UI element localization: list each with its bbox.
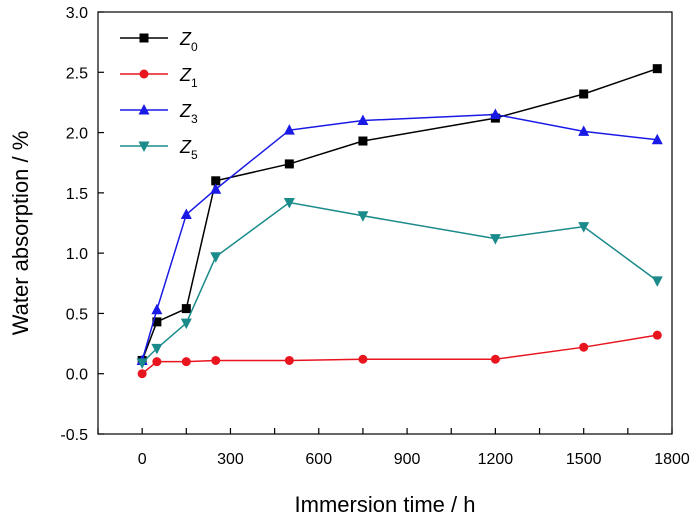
x-tick-label: 1800 — [654, 451, 690, 468]
data-point — [284, 159, 294, 169]
y-tick-label: 3.0 — [66, 5, 88, 22]
series-z5 — [136, 198, 663, 369]
legend-item-z5: Z5 — [120, 137, 198, 162]
data-point — [358, 354, 368, 364]
data-point — [579, 89, 589, 99]
data-point — [652, 64, 662, 74]
legend-marker — [139, 69, 149, 79]
data-point — [136, 358, 148, 369]
y-tick-label: -0.5 — [60, 427, 88, 444]
series-z3 — [136, 108, 663, 365]
y-tick-label: 1.0 — [66, 246, 88, 263]
x-tick-label: 0 — [138, 451, 147, 468]
data-point — [151, 343, 163, 355]
legend-label: Z0 — [179, 29, 198, 54]
data-point — [180, 208, 192, 220]
data-point — [652, 330, 662, 340]
data-point — [651, 276, 663, 287]
data-point — [137, 369, 147, 379]
plot-frame — [97, 11, 673, 435]
y-tick-label: 0.5 — [66, 306, 88, 323]
y-tick-label: 1.5 — [66, 186, 88, 203]
x-tick-label: 1500 — [566, 451, 602, 468]
axes: -0.5 0.0 0.5 1.0 1.5 2.0 2.5 3.0 0 300 600 900 1200 1… — [60, 5, 689, 468]
data-point — [358, 136, 368, 146]
data-point — [357, 211, 369, 222]
data-point — [180, 318, 192, 330]
y-tick-label: 2.5 — [66, 65, 88, 82]
legend-marker — [138, 141, 150, 152]
data-point — [211, 355, 221, 365]
data-point — [284, 355, 294, 365]
series-line — [141, 201, 658, 364]
y-axis-title: Water absorption / % — [8, 131, 33, 336]
y-tick-label: 2.0 — [66, 126, 88, 143]
legend-label: Z1 — [179, 65, 198, 90]
data-point — [489, 234, 501, 245]
data-point — [578, 125, 590, 136]
data-point — [579, 342, 589, 352]
data-point — [151, 303, 163, 315]
legend-item-z0: Z0 — [120, 29, 198, 54]
data-point — [357, 114, 369, 126]
series-z1 — [137, 330, 662, 379]
data-point — [651, 133, 663, 145]
series-line — [141, 67, 658, 361]
x-tick-label: 600 — [305, 451, 332, 468]
data-point — [283, 124, 295, 135]
data-point — [181, 357, 191, 367]
y-tick-label: 0.0 — [66, 367, 88, 384]
legend-marker — [138, 104, 150, 115]
x-tick-label: 900 — [394, 451, 421, 468]
legend: Z0 Z1 Z3 Z5 — [120, 29, 198, 162]
data-point — [490, 354, 500, 364]
data-point — [578, 222, 590, 233]
series-layer — [136, 64, 663, 379]
legend-item-z1: Z1 — [120, 65, 198, 90]
legend-item-z3: Z3 — [120, 101, 198, 126]
legend-marker — [139, 33, 149, 43]
data-point — [152, 357, 162, 367]
data-point — [181, 304, 191, 314]
legend-label: Z3 — [179, 101, 198, 126]
data-point — [152, 317, 162, 327]
x-tick-label: 1200 — [478, 451, 514, 468]
legend-label: Z5 — [179, 137, 198, 162]
data-point — [211, 176, 221, 186]
series-line — [141, 113, 658, 361]
data-point — [489, 108, 501, 119]
series-line — [141, 334, 658, 375]
data-point — [283, 198, 295, 209]
x-tick-label: 300 — [217, 451, 244, 468]
data-point — [210, 183, 222, 194]
x-axis-title: Immersion time / h — [295, 492, 476, 517]
series-z0 — [137, 64, 662, 365]
data-point — [210, 252, 222, 263]
